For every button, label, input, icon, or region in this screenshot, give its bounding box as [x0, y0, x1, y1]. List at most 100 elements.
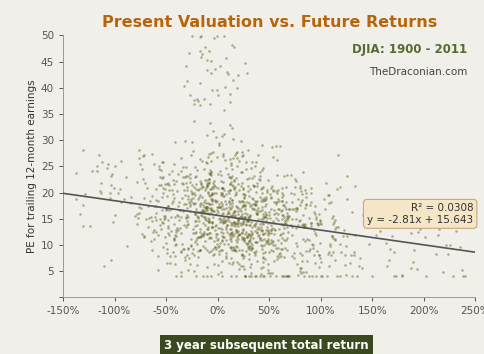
Point — [151, 203, 159, 209]
Point — [244, 273, 252, 279]
Point — [109, 219, 117, 225]
Point — [274, 206, 282, 211]
Point — [230, 208, 238, 213]
Point — [375, 205, 382, 211]
Point — [93, 168, 101, 173]
Point — [150, 203, 157, 209]
Point — [203, 207, 211, 213]
Point — [172, 229, 180, 235]
Point — [229, 44, 237, 50]
Point — [207, 170, 214, 175]
Point — [208, 224, 215, 230]
Point — [224, 241, 231, 247]
Point — [316, 241, 324, 246]
Point — [217, 237, 225, 243]
Point — [262, 212, 270, 218]
Point — [255, 236, 263, 241]
Point — [273, 199, 281, 205]
Point — [189, 148, 197, 154]
Point — [229, 177, 237, 183]
Point — [192, 186, 200, 192]
Point — [298, 221, 306, 227]
Point — [197, 33, 205, 39]
Point — [234, 208, 242, 214]
Point — [218, 151, 226, 157]
Point — [256, 274, 263, 279]
Point — [209, 246, 216, 251]
Point — [277, 194, 285, 200]
Point — [197, 209, 205, 215]
Point — [248, 160, 256, 165]
Point — [340, 263, 348, 268]
Point — [292, 243, 300, 249]
Point — [200, 208, 208, 214]
Point — [238, 255, 246, 261]
Point — [193, 209, 200, 215]
Point — [277, 253, 285, 259]
Point — [296, 217, 303, 223]
Point — [275, 143, 283, 148]
Point — [248, 195, 256, 201]
Point — [138, 166, 146, 172]
Point — [169, 236, 177, 242]
Point — [171, 274, 179, 279]
Point — [196, 229, 203, 234]
Point — [177, 274, 184, 279]
Point — [263, 177, 271, 183]
Point — [183, 206, 191, 211]
Point — [245, 256, 253, 262]
Point — [247, 230, 255, 235]
Point — [235, 159, 242, 164]
Point — [244, 188, 252, 194]
Point — [135, 155, 143, 161]
Point — [252, 189, 259, 195]
Point — [184, 255, 192, 261]
Point — [193, 213, 200, 219]
Point — [205, 180, 212, 186]
Point — [169, 238, 177, 243]
Point — [261, 238, 269, 244]
Point — [259, 254, 267, 260]
Point — [215, 215, 223, 221]
Point — [255, 235, 263, 241]
Point — [223, 171, 231, 177]
Point — [285, 213, 292, 219]
Point — [244, 244, 252, 250]
Point — [207, 159, 214, 164]
Point — [234, 216, 242, 222]
Point — [277, 212, 285, 218]
Point — [193, 241, 201, 247]
Point — [181, 255, 188, 260]
Point — [194, 249, 202, 254]
Point — [247, 242, 255, 248]
Point — [161, 234, 169, 239]
Point — [156, 174, 164, 179]
Point — [409, 213, 417, 219]
Point — [339, 227, 347, 233]
Point — [172, 241, 180, 247]
Point — [269, 154, 276, 160]
Point — [282, 206, 290, 212]
Point — [162, 205, 170, 211]
Point — [222, 224, 229, 230]
Point — [201, 198, 209, 203]
Point — [324, 193, 332, 198]
Point — [387, 233, 395, 239]
Point — [235, 188, 242, 193]
Point — [274, 238, 282, 243]
Point — [228, 77, 236, 83]
Point — [234, 72, 242, 78]
Point — [224, 214, 231, 220]
Point — [186, 203, 194, 209]
Point — [142, 217, 150, 222]
Point — [246, 228, 254, 234]
Point — [203, 231, 211, 237]
Point — [254, 216, 262, 222]
Point — [415, 226, 423, 232]
Point — [348, 274, 356, 279]
Point — [176, 207, 183, 213]
Point — [335, 184, 343, 189]
Point — [312, 215, 320, 220]
Point — [211, 244, 218, 250]
Point — [262, 239, 270, 244]
